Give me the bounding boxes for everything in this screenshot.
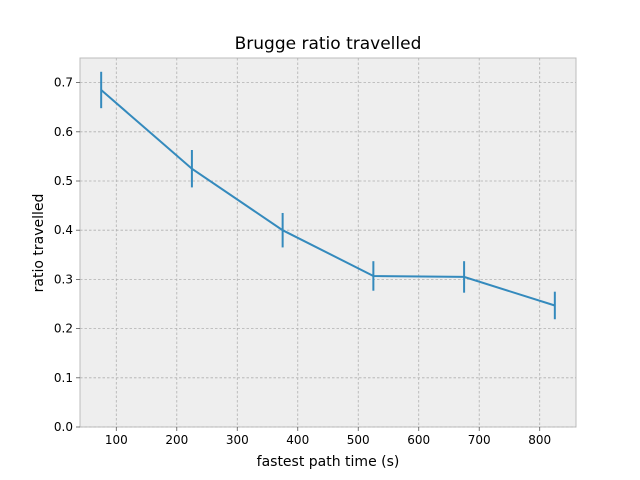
x-tick-label: 200 [165, 433, 188, 447]
plot-area [79, 57, 577, 428]
x-tick-label: 500 [347, 433, 370, 447]
series [100, 71, 556, 320]
axis-ticks: 100 200 300 400 500 600 700 800 0.0 0.1 0.2 0.3 0.4 0… [54, 76, 551, 447]
y-tick-label: 0.4 [54, 223, 73, 237]
y-tick-label: 0.5 [54, 174, 73, 188]
chart-title: Brugge ratio travelled [235, 34, 422, 54]
x-tick-label: 400 [286, 433, 309, 447]
y-tick-label: 0.7 [54, 76, 73, 90]
x-tick-label: 300 [226, 433, 249, 447]
x-tick-label: 700 [468, 433, 491, 447]
x-axis-label: fastest path time (s) [257, 454, 400, 470]
series-line [100, 89, 556, 307]
y-tick-label: 0.3 [54, 272, 73, 286]
y-tick-label: 0.2 [54, 322, 73, 336]
y-tick-label: 0.6 [54, 125, 73, 139]
x-tick-label: 600 [407, 433, 430, 447]
x-tick-label: 100 [105, 433, 128, 447]
y-tick-label: 0.1 [54, 371, 73, 385]
grid [80, 58, 576, 428]
x-tick-label: 800 [528, 433, 551, 447]
y-axis-label: ratio travelled [31, 194, 47, 293]
y-tick-label: 0.0 [54, 420, 73, 434]
